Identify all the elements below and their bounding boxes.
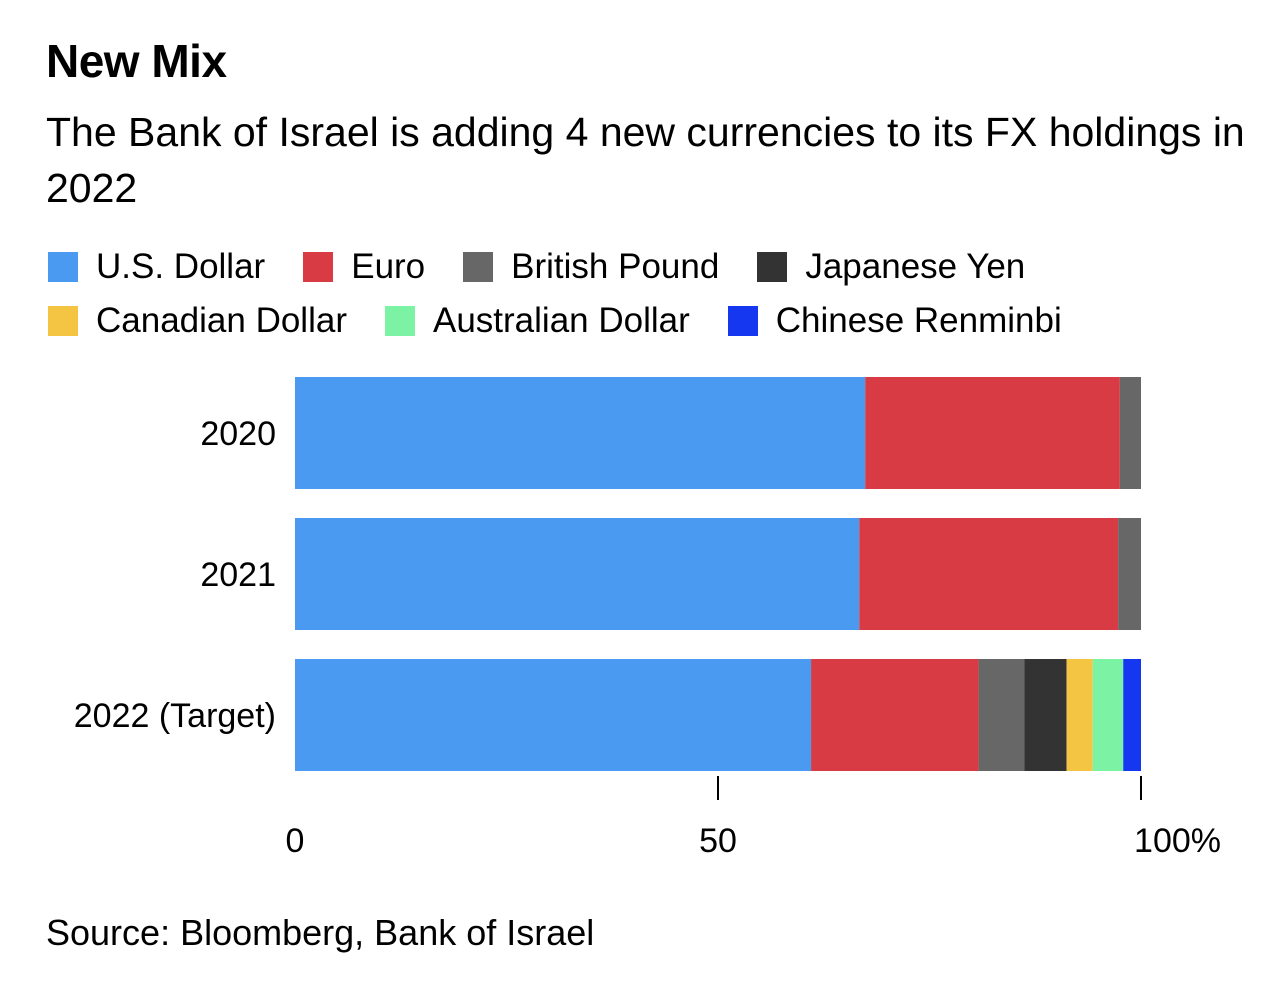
legend-swatch-us-dollar xyxy=(48,252,78,282)
bar-segment-euro-2021 xyxy=(859,518,1119,630)
legend-label-euro: Euro xyxy=(351,247,426,286)
chart-title: New Mix xyxy=(46,35,227,87)
x-tick-label-0: 0 xyxy=(286,822,305,860)
bar-segment-british-pound-2021 xyxy=(1118,518,1141,630)
bar-segment-euro-2020 xyxy=(865,377,1120,489)
x-tick-label-50: 50 xyxy=(699,822,737,860)
legend-item-australian-dollar: Australian Dollar xyxy=(384,301,690,341)
legend-label-us-dollar: U.S. Dollar xyxy=(96,247,266,286)
legend-label-japanese-yen: Japanese Yen xyxy=(805,247,1026,286)
bar-segment-euro-2022-target xyxy=(811,659,979,771)
category-label-2020: 2020 xyxy=(200,415,276,453)
chart-subtitle: The Bank of Israel is adding 4 new curre… xyxy=(46,109,1245,211)
bar-segment-japanese-yen-2022-target xyxy=(1024,659,1067,771)
bar-segment-australian-dollar-2022-target xyxy=(1092,659,1124,771)
bar-segment-british-pound-2020 xyxy=(1119,377,1141,489)
legend-row-1: U.S. Dollar Euro British Pound Japanese … xyxy=(48,240,1248,294)
legend-row-2: Canadian Dollar Australian Dollar Chines… xyxy=(48,294,1248,348)
legend-item-canadian-dollar: Canadian Dollar xyxy=(48,301,347,341)
legend-label-australian-dollar: Australian Dollar xyxy=(432,301,690,340)
legend-item-british-pound: British Pound xyxy=(463,247,719,287)
legend-swatch-canadian-dollar xyxy=(48,306,78,336)
legend-label-canadian-dollar: Canadian Dollar xyxy=(96,301,347,340)
bar-segment-canadian-dollar-2022-target xyxy=(1066,659,1093,771)
legend: U.S. Dollar Euro British Pound Japanese … xyxy=(48,240,1248,348)
legend-swatch-japanese-yen xyxy=(757,252,788,282)
x-tick-label-100: 100% xyxy=(1134,822,1221,860)
source-note: Source: Bloomberg, Bank of Israel xyxy=(46,912,595,953)
legend-item-us-dollar: U.S. Dollar xyxy=(48,247,265,287)
bar-segment-u-s-dollar-2022-target xyxy=(295,659,812,771)
bar-segment-u-s-dollar-2021 xyxy=(295,518,860,630)
bar-segment-british-pound-2022-target xyxy=(978,659,1025,771)
bar-segment-u-s-dollar-2020 xyxy=(295,377,866,489)
legend-label-chinese-renminbi: Chinese Renminbi xyxy=(775,301,1062,340)
bar-segment-chinese-renminbi-2022-target xyxy=(1123,659,1141,771)
legend-item-japanese-yen: Japanese Yen xyxy=(757,247,1025,287)
legend-swatch-british-pound xyxy=(463,252,494,282)
legend-swatch-euro xyxy=(303,252,334,282)
legend-item-euro: Euro xyxy=(303,247,425,287)
legend-label-british-pound: British Pound xyxy=(511,247,720,286)
category-label-2022-target: 2022 (Target) xyxy=(74,697,276,735)
category-label-2021: 2021 xyxy=(200,556,276,594)
legend-item-chinese-renminbi: Chinese Renminbi xyxy=(727,301,1062,341)
legend-swatch-chinese-renminbi xyxy=(727,306,758,336)
legend-swatch-australian-dollar xyxy=(384,306,415,336)
